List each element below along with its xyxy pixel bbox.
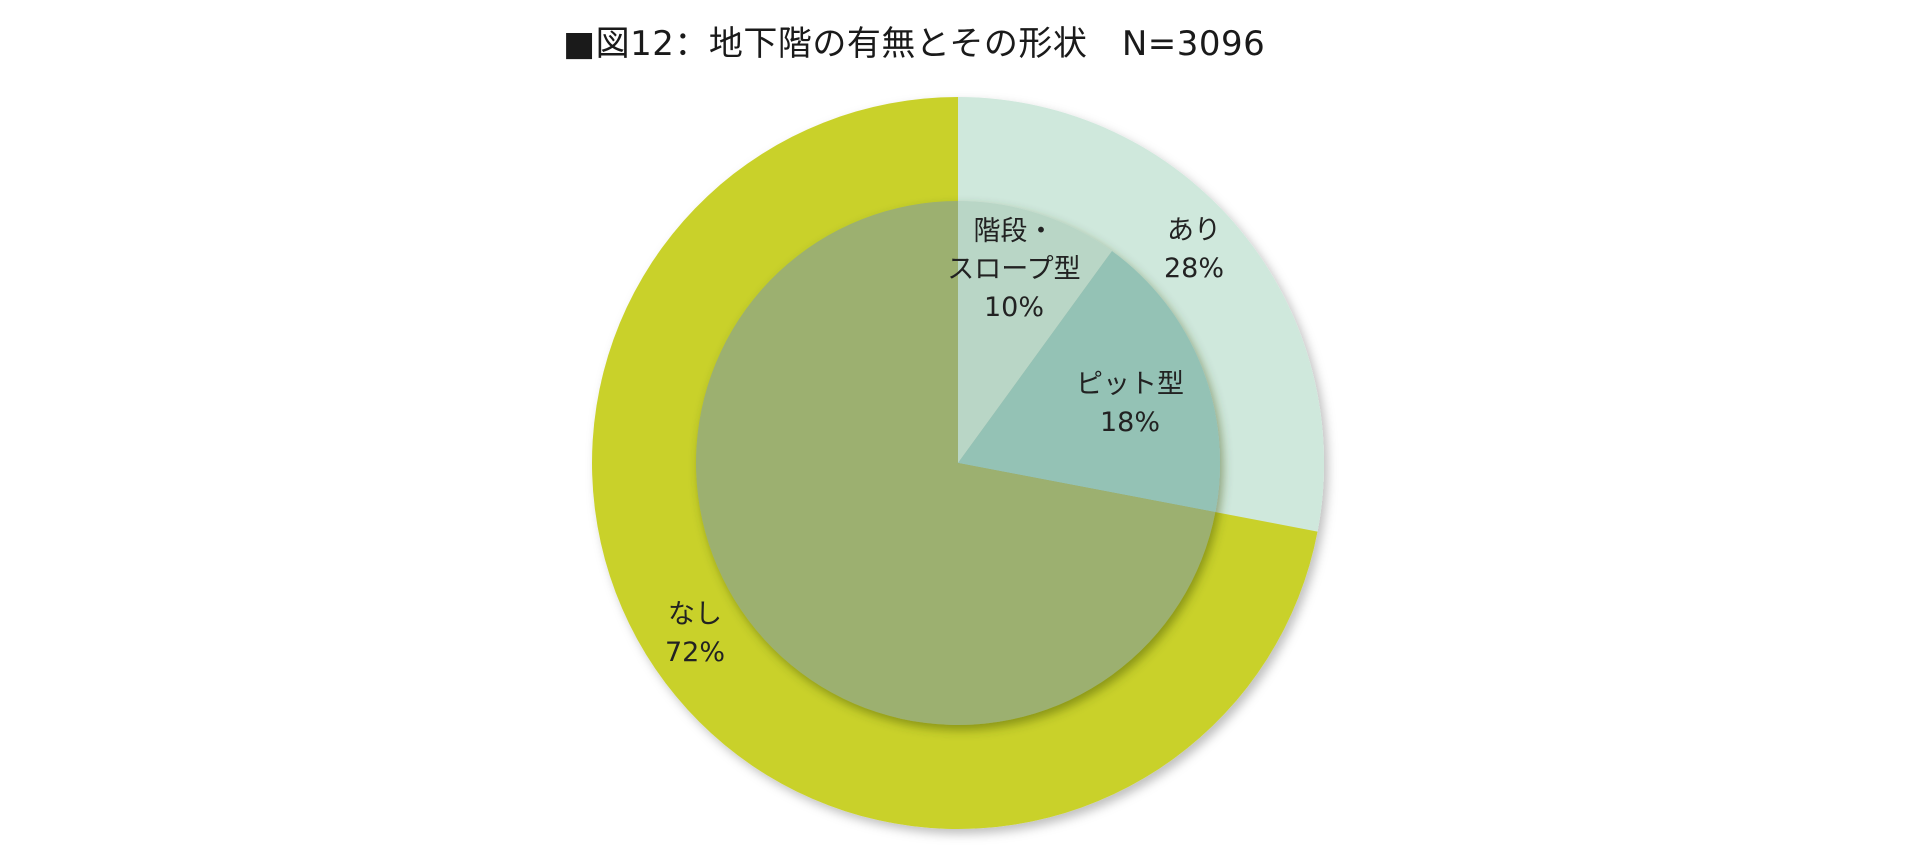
- inner-slice-2: [695, 201, 1216, 725]
- label-nashi: なし 72%: [665, 599, 725, 668]
- label-ari: あり 28%: [1164, 215, 1224, 284]
- slice-labels: あり 28% なし 72% 階段・スロープ型 10% ピット型 18%: [665, 215, 1224, 668]
- label-stair-slope: 階段・スロープ型 10%: [947, 216, 1080, 323]
- chart-title: ■図12：地下階の有無とその形状 N=3096: [563, 24, 1266, 64]
- inner-pie: [695, 201, 1220, 725]
- inner-slice-1: [958, 251, 1220, 513]
- inner-slice-0: [958, 201, 1112, 463]
- label-pit: ピット型 18%: [1076, 369, 1184, 438]
